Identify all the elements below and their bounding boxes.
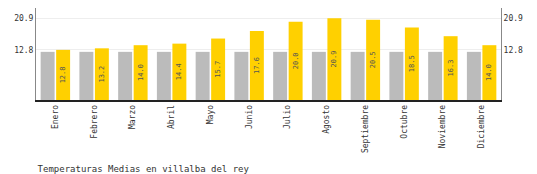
svg-text:18.5: 18.5 — [408, 55, 416, 72]
svg-text:12.8: 12.8 — [14, 46, 33, 55]
svg-text:Junio: Junio — [245, 105, 254, 129]
svg-text:Diciembre: Diciembre — [477, 105, 486, 149]
svg-text:14.0: 14.0 — [485, 64, 493, 81]
svg-text:20.0: 20.0 — [292, 52, 300, 69]
svg-text:Abril: Abril — [167, 105, 176, 129]
svg-text:20.9: 20.9 — [330, 51, 338, 68]
svg-text:Enero: Enero — [51, 105, 60, 129]
svg-text:Marzo: Marzo — [128, 105, 137, 129]
svg-text:20.9: 20.9 — [504, 14, 523, 23]
svg-text:13.2: 13.2 — [98, 66, 106, 83]
svg-text:Octubre: Octubre — [400, 105, 409, 139]
svg-text:14.4: 14.4 — [175, 63, 183, 80]
svg-text:Agosto: Agosto — [322, 105, 331, 134]
svg-text:14.0: 14.0 — [137, 64, 145, 81]
svg-text:20.5: 20.5 — [369, 51, 377, 68]
svg-text:17.6: 17.6 — [253, 57, 261, 74]
svg-text:15.7: 15.7 — [214, 61, 222, 78]
svg-text:16.3: 16.3 — [447, 60, 455, 77]
svg-text:Febrero: Febrero — [90, 105, 99, 139]
svg-text:Noviembre: Noviembre — [438, 105, 447, 149]
svg-text:Mayo: Mayo — [206, 105, 215, 124]
svg-text:Septiembre: Septiembre — [361, 105, 370, 153]
svg-text:12.8: 12.8 — [59, 67, 67, 84]
svg-text:Temperaturas Medias en villalb: Temperaturas Medias en villalba del rey — [38, 164, 250, 174]
svg-text:20.9: 20.9 — [14, 14, 33, 23]
svg-text:Julio: Julio — [283, 105, 292, 129]
svg-text:12.8: 12.8 — [504, 46, 523, 55]
